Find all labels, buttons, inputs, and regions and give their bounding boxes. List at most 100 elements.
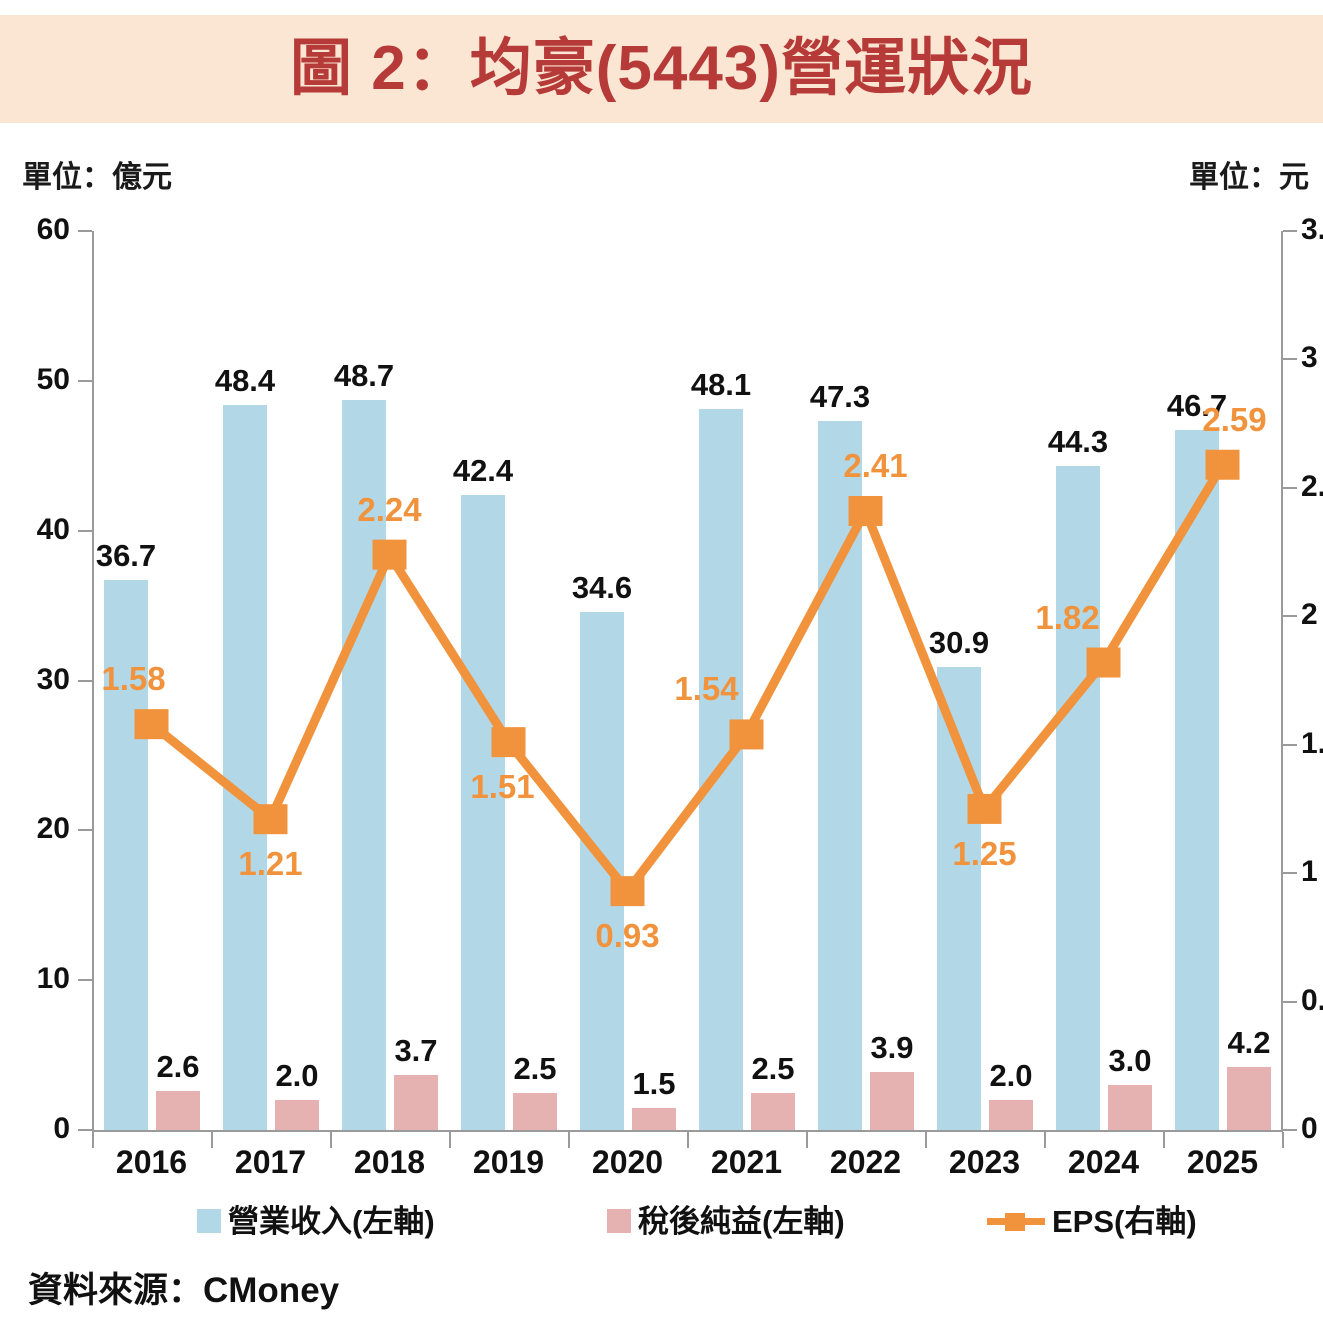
right-axis-tick-label: 0.5 [1301, 983, 1323, 1017]
x-axis-tick [449, 1132, 451, 1148]
eps-value-label: 1.82 [1035, 598, 1100, 636]
profit-bar[interactable] [632, 1107, 676, 1130]
right-axis-tick-label: 1 [1301, 855, 1318, 889]
right-axis-tick [1283, 743, 1297, 746]
profit-value-label: 2.0 [989, 1058, 1033, 1094]
profit-bar[interactable] [751, 1092, 795, 1130]
legend-swatch-icon [197, 1209, 221, 1233]
right-axis-tick-label: 0 [1301, 1112, 1318, 1145]
right-axis-tick-label: 2.5 [1301, 469, 1323, 503]
profit-bar[interactable] [870, 1071, 914, 1130]
profit-value-label: 2.0 [275, 1058, 319, 1094]
revenue-bar[interactable] [1056, 466, 1100, 1130]
x-axis-tick [1163, 1132, 1165, 1148]
eps-data-point[interactable] [372, 539, 407, 570]
legend-label: EPS(右軸) [1052, 1203, 1197, 1239]
left-axis-tick [78, 829, 92, 832]
x-axis-tick [1282, 1132, 1284, 1148]
eps-value-label: 1.25 [952, 834, 1017, 872]
profit-bar[interactable] [156, 1091, 200, 1130]
x-axis-tick [806, 1132, 808, 1148]
x-axis-category-label: 2017 [234, 1144, 307, 1180]
eps-data-point[interactable] [134, 709, 169, 740]
revenue-value-label: 48.1 [690, 367, 752, 403]
revenue-bar[interactable] [342, 400, 386, 1130]
eps-data-point[interactable] [729, 719, 764, 750]
revenue-value-label: 44.3 [1047, 424, 1109, 460]
legend-item[interactable]: EPS(右軸) [987, 1206, 1197, 1237]
profit-value-label: 2.5 [751, 1050, 795, 1086]
eps-value-label: 1.54 [674, 670, 739, 708]
profit-value-label: 1.5 [632, 1065, 676, 1101]
left-axis-tick-label: 50 [36, 362, 70, 396]
eps-data-point[interactable] [610, 876, 645, 907]
legend-label: 稅後純益(左軸) [638, 1203, 845, 1239]
eps-polyline [147, 460, 1227, 896]
x-axis-tick [1044, 1132, 1046, 1148]
profit-bar[interactable] [1227, 1067, 1271, 1130]
eps-data-point[interactable] [491, 727, 526, 758]
revenue-value-label: 46.7 [1166, 388, 1228, 424]
right-axis-tick [1283, 872, 1297, 875]
revenue-value-label: 30.9 [928, 625, 990, 660]
page-title: 圖 2：均豪(5443)營運狀況 [290, 34, 1033, 103]
eps-data-point[interactable] [253, 804, 288, 835]
x-axis-tick [92, 1132, 94, 1148]
left-axis-tick [78, 1129, 92, 1131]
eps-data-point[interactable] [967, 793, 1002, 824]
right-axis-tick-label: 2 [1301, 598, 1318, 632]
right-axis-tick [1283, 486, 1297, 489]
revenue-bar[interactable] [104, 580, 148, 1130]
revenue-value-label: 36.7 [95, 538, 157, 574]
right-axis-tick [1283, 1129, 1297, 1131]
eps-data-point[interactable] [1205, 449, 1240, 480]
left-axis-tick [78, 230, 92, 232]
right-axis-tick [1283, 230, 1297, 232]
revenue-bar[interactable] [461, 494, 505, 1130]
left-axis-tick-label: 30 [36, 662, 70, 696]
legend-item[interactable]: 稅後純益(左軸) [607, 1206, 845, 1237]
x-axis-category-label: 2018 [353, 1144, 426, 1180]
profit-value-label: 3.9 [870, 1029, 914, 1065]
left-axis-line [92, 231, 94, 1132]
right-axis-line [1281, 231, 1283, 1132]
x-axis-tick [687, 1132, 689, 1148]
x-axis-category-label: 2023 [948, 1144, 1021, 1180]
left-axis-tick-label: 20 [36, 812, 70, 846]
eps-value-label: 2.59 [1202, 400, 1267, 438]
x-axis-tick [568, 1132, 570, 1148]
legend-item[interactable]: 營業收入(左軸) [197, 1206, 435, 1237]
x-axis-category-label: 2024 [1067, 1144, 1140, 1180]
plot-area [92, 231, 1282, 1130]
profit-value-label: 3.0 [1108, 1043, 1152, 1079]
eps-value-label: 1.58 [101, 660, 166, 698]
profit-bar[interactable] [513, 1092, 557, 1130]
legend-label: 營業收入(左軸) [228, 1203, 435, 1239]
left-axis-tick-label: 60 [36, 213, 70, 246]
profit-bar[interactable] [1108, 1085, 1152, 1130]
revenue-bar[interactable] [223, 404, 267, 1130]
title-banner: 圖 2：均豪(5443)營運狀況 [0, 15, 1323, 123]
revenue-bar[interactable] [1175, 430, 1219, 1130]
left-axis-tick [78, 979, 92, 982]
eps-line-series [134, 449, 1240, 907]
right-axis-tick-label: 1.5 [1301, 726, 1323, 760]
source-note: 資料來源：CMoney [28, 1271, 340, 1310]
x-axis-category-label: 2025 [1186, 1144, 1259, 1180]
eps-data-point[interactable] [848, 495, 883, 526]
profit-bar[interactable] [275, 1100, 319, 1130]
right-axis-tick-label: 3.5 [1301, 213, 1323, 246]
x-axis-tick [925, 1132, 927, 1148]
revenue-value-label: 42.4 [452, 452, 514, 488]
right-axis-tick [1283, 615, 1297, 618]
profit-value-label: 4.2 [1227, 1025, 1271, 1061]
revenue-value-label: 48.7 [333, 358, 395, 394]
profit-bar[interactable] [394, 1074, 438, 1130]
x-axis-category-label: 2016 [115, 1144, 188, 1180]
right-axis-tick-label: 3 [1301, 341, 1318, 375]
left-axis-tick-label: 10 [36, 962, 70, 996]
x-axis-tick [211, 1132, 213, 1148]
left-axis-tick-label: 40 [36, 512, 70, 546]
eps-data-point[interactable] [1086, 647, 1121, 678]
profit-bar[interactable] [989, 1100, 1033, 1130]
